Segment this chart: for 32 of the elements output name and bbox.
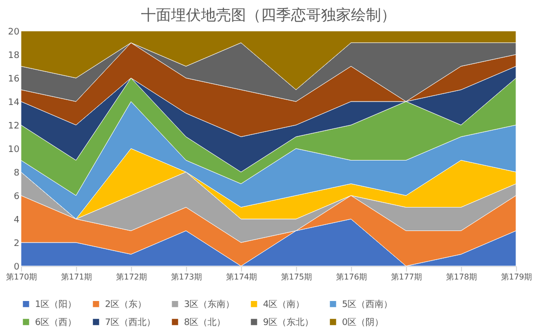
- x-tick-label: 第179期: [500, 272, 532, 282]
- y-tick-label: 6: [14, 192, 20, 202]
- legend-label: 8区（北）: [184, 317, 226, 328]
- y-tick-label: 14: [8, 98, 20, 108]
- x-tick-label: 第173期: [170, 272, 202, 282]
- x-tick-label: 第178期: [446, 272, 478, 282]
- x-tick-label: 第171期: [60, 272, 92, 282]
- x-tick-label: 第177期: [390, 272, 422, 282]
- x-tick-label: 第175期: [280, 272, 312, 282]
- x-tick-label: 第176期: [336, 272, 368, 282]
- y-tick-label: 4: [14, 216, 20, 226]
- legend-label: 2区（东）: [105, 299, 147, 310]
- y-tick-label: 8: [14, 168, 20, 178]
- y-tick-label: 12: [8, 122, 20, 132]
- y-tick-label: 16: [8, 74, 20, 84]
- legend-label: 5区（西南）: [342, 299, 393, 310]
- legend-label: 3区（东南）: [184, 299, 235, 310]
- legend-label: 6区（西）: [35, 317, 77, 328]
- chart-title: 十面埋伏地壳图（四季恋哥独家绘制）: [141, 6, 396, 24]
- legend-label: 0区（阴）: [342, 317, 384, 328]
- x-tick-label: 第172期: [116, 272, 148, 282]
- y-tick-label: 20: [8, 28, 20, 38]
- x-tick-label: 第170期: [6, 272, 38, 282]
- y-tick-label: 10: [8, 145, 20, 155]
- y-tick-label: 0: [14, 262, 20, 272]
- legend-label: 9区（东北）: [263, 317, 314, 328]
- legend-label: 7区（西北）: [105, 317, 156, 328]
- y-tick-label: 2: [14, 239, 20, 249]
- legend-label: 4区（南）: [263, 299, 305, 310]
- legend-label: 1区（阳）: [35, 299, 77, 310]
- x-tick-label: 第174期: [226, 272, 258, 282]
- y-tick-label: 18: [8, 51, 20, 61]
